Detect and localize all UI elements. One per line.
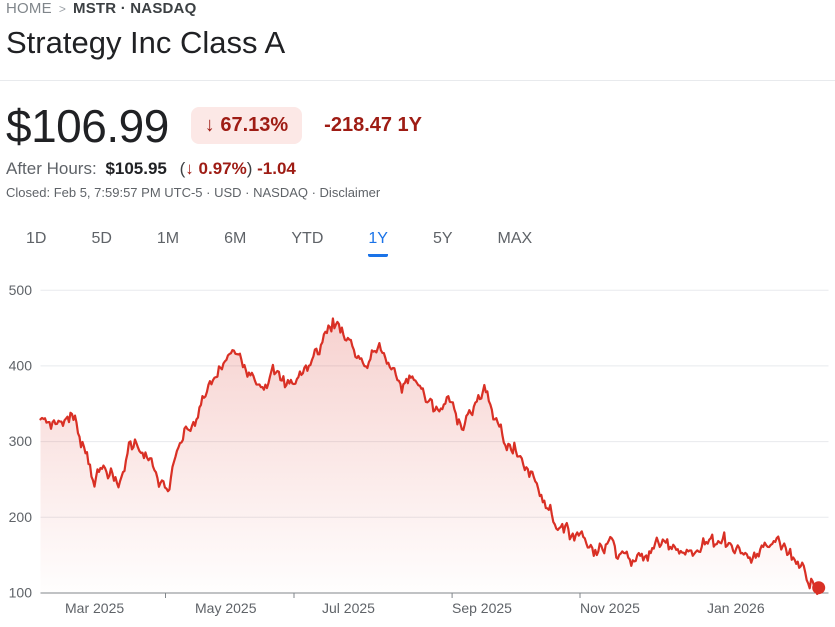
- svg-text:100: 100: [9, 585, 33, 601]
- svg-text:Jul 2025: Jul 2025: [322, 600, 375, 616]
- svg-text:Jan 2026: Jan 2026: [707, 600, 765, 616]
- svg-text:300: 300: [9, 433, 33, 449]
- svg-text:400: 400: [9, 358, 33, 374]
- svg-text:May 2025: May 2025: [195, 600, 257, 616]
- svg-text:500: 500: [9, 282, 33, 298]
- svg-text:Nov 2025: Nov 2025: [580, 600, 640, 616]
- svg-text:200: 200: [9, 509, 33, 525]
- svg-text:Mar 2025: Mar 2025: [65, 600, 124, 616]
- svg-text:Sep 2025: Sep 2025: [452, 600, 512, 616]
